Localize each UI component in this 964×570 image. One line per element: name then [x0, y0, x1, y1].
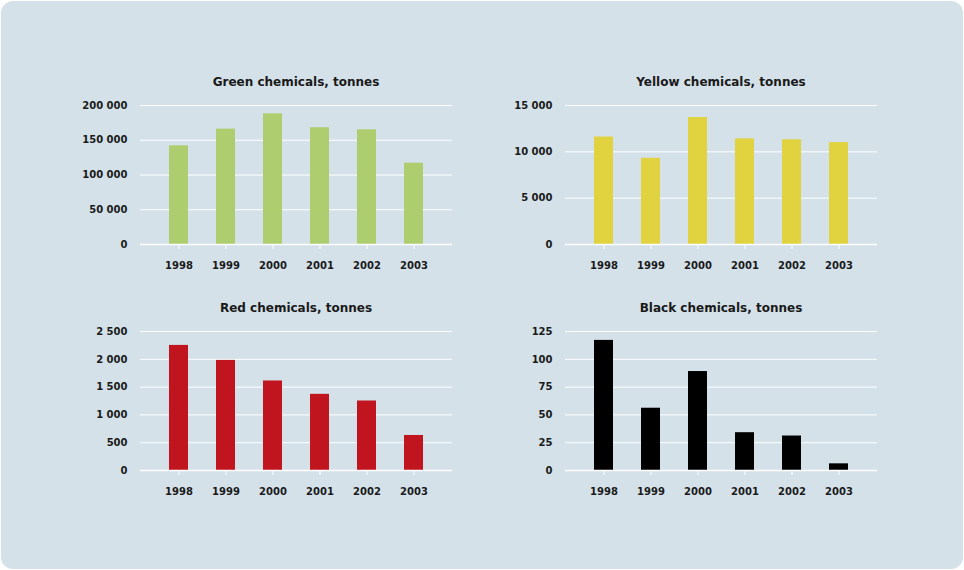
svg-text:1999: 1999: [637, 260, 665, 271]
svg-text:2002: 2002: [353, 486, 381, 497]
svg-text:2003: 2003: [400, 260, 428, 271]
svg-text:2001: 2001: [731, 486, 759, 497]
svg-text:125: 125: [532, 326, 553, 337]
svg-text:1998: 1998: [590, 486, 618, 497]
html-text:Yellow chemicals, tonnes: Yellow chemicals, tonnes: [636, 75, 806, 89]
svg-text:2002: 2002: [353, 260, 381, 271]
svg-text:2000: 2000: [259, 486, 287, 497]
svg-text:2002: 2002: [778, 486, 806, 497]
svg-text:2001: 2001: [731, 260, 759, 271]
svg-text:75: 75: [539, 381, 553, 392]
svg-text:25: 25: [539, 437, 553, 448]
svg-text:1 500: 1 500: [96, 381, 127, 392]
svg-text:0: 0: [121, 239, 128, 250]
svg-text:2003: 2003: [825, 260, 853, 271]
svg-text:2003: 2003: [825, 486, 853, 497]
svg-text:2000: 2000: [259, 260, 287, 271]
html-text:Green chemicals, tonnes: Green chemicals, tonnes: [212, 75, 380, 89]
svg-text:2 500: 2 500: [96, 326, 127, 337]
svg-text:1999: 1999: [212, 486, 240, 497]
svg-text:5 000: 5 000: [521, 192, 552, 203]
svg-text:15 000: 15 000: [514, 100, 552, 111]
svg-text:0: 0: [546, 465, 553, 476]
svg-text:50: 50: [539, 409, 553, 420]
html-text:Black chemicals, tonnes: Black chemicals, tonnes: [639, 301, 803, 315]
svg-text:0: 0: [121, 465, 128, 476]
svg-text:10 000: 10 000: [514, 146, 552, 157]
svg-text:1999: 1999: [637, 486, 665, 497]
svg-text:200 000: 200 000: [82, 100, 127, 111]
svg-text:1998: 1998: [590, 260, 618, 271]
svg-text:150 000: 150 000: [82, 134, 127, 145]
svg-text:2001: 2001: [306, 260, 334, 271]
svg-text:1998: 1998: [165, 260, 193, 271]
svg-text:2003: 2003: [400, 486, 428, 497]
svg-text:1999: 1999: [212, 260, 240, 271]
svg-text:50 000: 50 000: [89, 204, 127, 215]
svg-text:2002: 2002: [778, 260, 806, 271]
svg-text:2000: 2000: [684, 260, 712, 271]
svg-text:100: 100: [532, 354, 553, 365]
svg-text:100 000: 100 000: [82, 169, 127, 180]
svg-text:2001: 2001: [306, 486, 334, 497]
svg-text:2 000: 2 000: [96, 354, 127, 365]
svg-text:2000: 2000: [684, 486, 712, 497]
html-text:Red chemicals, tonnes: Red chemicals, tonnes: [219, 301, 372, 315]
svg-text:1998: 1998: [165, 486, 193, 497]
svg-text:0: 0: [546, 239, 553, 250]
svg-text:1 000: 1 000: [96, 409, 127, 420]
svg-text:500: 500: [107, 437, 128, 448]
